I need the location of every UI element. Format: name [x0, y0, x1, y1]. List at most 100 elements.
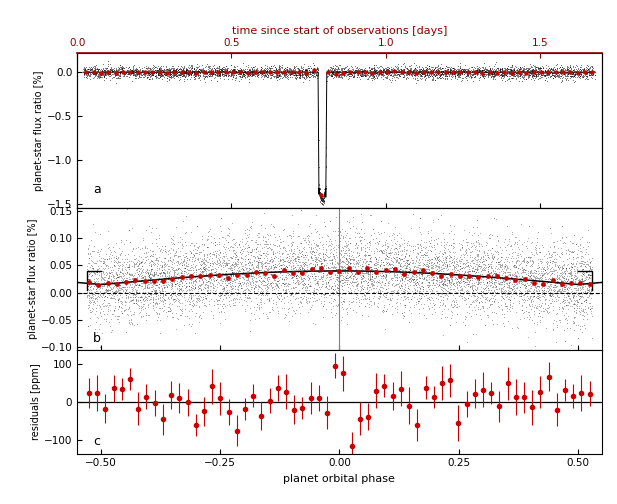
Point: [580, 289, 590, 297]
Point: [167, 284, 176, 292]
Point: [243, 289, 253, 297]
Point: [453, 266, 463, 274]
Point: [244, 264, 254, 272]
Point: [243, 291, 253, 299]
Point: [86, 308, 96, 316]
Point: [568, 256, 578, 264]
Point: [387, 241, 397, 249]
Point: [489, 287, 499, 295]
Point: [576, 304, 586, 312]
Point: [576, 287, 586, 295]
Point: [430, 71, 440, 79]
Point: [583, 66, 593, 74]
Point: [212, 71, 222, 79]
Point: [231, 251, 241, 260]
Point: [442, 66, 452, 74]
Point: [508, 72, 518, 80]
Point: [423, 69, 433, 77]
Point: [262, 262, 271, 270]
Point: [452, 71, 462, 79]
Point: [379, 228, 389, 236]
Point: [307, 65, 317, 73]
Point: [253, 287, 263, 295]
Point: [373, 293, 383, 301]
Point: [488, 72, 498, 80]
Point: [280, 261, 289, 269]
Point: [433, 70, 442, 78]
Point: [99, 258, 109, 266]
Point: [266, 282, 276, 290]
Point: [529, 268, 539, 276]
Point: [242, 274, 252, 282]
Point: [581, 276, 590, 284]
Point: [567, 68, 577, 76]
Point: [391, 267, 401, 275]
Point: [294, 71, 304, 79]
Point: [149, 280, 159, 288]
Point: [146, 261, 156, 269]
Point: [218, 289, 228, 297]
Point: [93, 65, 102, 73]
Point: [92, 301, 102, 309]
Point: [331, 265, 341, 273]
Point: [536, 281, 546, 289]
Point: [587, 254, 597, 262]
Point: [571, 61, 581, 69]
Point: [356, 244, 366, 252]
Point: [462, 69, 471, 77]
Point: [310, 67, 320, 75]
Point: [431, 276, 441, 284]
Point: [571, 240, 581, 248]
Point: [389, 249, 399, 258]
Point: [387, 260, 397, 268]
Point: [385, 294, 395, 302]
Point: [438, 293, 448, 301]
Point: [584, 262, 594, 270]
Point: [320, 297, 329, 305]
Point: [340, 290, 350, 298]
Point: [561, 301, 571, 309]
Point: [550, 261, 560, 269]
Point: [402, 69, 412, 77]
Point: [523, 258, 532, 266]
Point: [326, 71, 336, 79]
Point: [415, 70, 425, 78]
Point: [334, 222, 344, 230]
Point: [392, 68, 402, 76]
Point: [165, 71, 175, 79]
Point: [342, 264, 352, 272]
Point: [205, 72, 215, 80]
Point: [249, 68, 259, 76]
Point: [312, 68, 322, 76]
Point: [259, 68, 268, 76]
Point: [485, 260, 495, 268]
Point: [147, 71, 157, 79]
Point: [289, 67, 299, 75]
Point: [279, 282, 289, 290]
Point: [569, 296, 579, 304]
Point: [398, 65, 408, 73]
Point: [581, 289, 591, 297]
Point: [467, 272, 477, 280]
Point: [494, 258, 503, 266]
Point: [390, 248, 400, 256]
Point: [102, 69, 112, 77]
Point: [350, 69, 360, 77]
Point: [345, 68, 355, 76]
Point: [204, 68, 213, 76]
Point: [523, 296, 532, 304]
Point: [314, 163, 324, 171]
Point: [289, 306, 299, 314]
Point: [259, 271, 268, 279]
Point: [383, 252, 392, 260]
Point: [460, 296, 470, 304]
Point: [552, 67, 562, 75]
Point: [95, 66, 105, 74]
Point: [142, 289, 152, 297]
Point: [377, 248, 387, 257]
Point: [230, 69, 240, 77]
Point: [181, 69, 191, 77]
Point: [421, 267, 431, 275]
Point: [496, 301, 506, 309]
Point: [542, 279, 552, 287]
